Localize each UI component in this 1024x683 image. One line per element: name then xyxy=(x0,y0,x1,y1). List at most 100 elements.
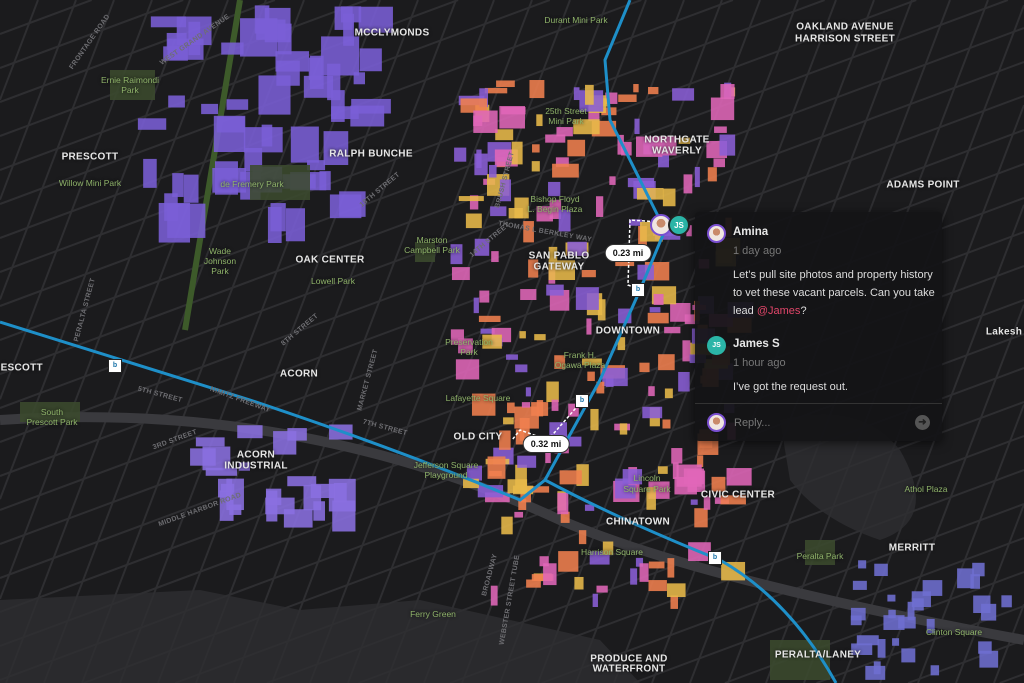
parcel xyxy=(636,136,663,157)
parcel xyxy=(319,171,331,191)
street xyxy=(0,0,77,201)
parcel xyxy=(489,164,497,178)
parcel xyxy=(332,500,356,532)
parcel xyxy=(648,86,659,95)
parcel xyxy=(229,504,242,515)
parcel xyxy=(495,129,514,141)
distance-badge: 0.32 mi xyxy=(522,435,570,453)
parcel xyxy=(574,576,584,590)
parcel xyxy=(978,641,992,654)
parcel xyxy=(609,176,616,185)
parcel xyxy=(358,6,393,33)
street xyxy=(0,0,642,239)
parcel xyxy=(353,72,365,85)
parcel xyxy=(496,80,515,88)
parcel xyxy=(560,436,582,447)
parcel xyxy=(511,141,523,165)
parcel xyxy=(213,115,246,153)
parcel xyxy=(567,241,587,256)
parcel xyxy=(469,195,479,210)
street xyxy=(993,603,1024,683)
reply-input[interactable] xyxy=(734,416,915,429)
park-area xyxy=(805,540,835,565)
parcel xyxy=(979,650,999,668)
parcel xyxy=(672,88,695,101)
parcel xyxy=(922,580,943,596)
parcel xyxy=(586,318,592,335)
parcel xyxy=(202,446,231,471)
parcel xyxy=(454,147,467,162)
parcel xyxy=(546,381,559,403)
parcel xyxy=(622,469,643,485)
parcel xyxy=(617,337,626,351)
freeway xyxy=(0,412,1024,645)
parcel xyxy=(630,568,638,585)
parcel xyxy=(682,340,691,362)
parcel xyxy=(471,393,496,416)
parcel xyxy=(633,84,639,93)
avatar xyxy=(707,224,726,243)
parcel xyxy=(525,387,531,397)
parcel xyxy=(658,148,669,168)
parcel xyxy=(531,574,554,581)
parcel xyxy=(150,16,187,28)
parcel xyxy=(523,221,534,243)
street xyxy=(266,401,1024,683)
mention-link[interactable]: @James xyxy=(756,305,801,317)
parcel xyxy=(261,124,273,147)
thread-marker[interactable]: JS xyxy=(650,214,690,236)
parcel xyxy=(532,144,540,153)
bart-station-icon[interactable]: b xyxy=(108,359,122,373)
parcel xyxy=(519,417,530,441)
parcel xyxy=(646,487,656,510)
parcel xyxy=(531,161,540,172)
parcel xyxy=(508,207,523,219)
parcel xyxy=(573,87,580,101)
parcel xyxy=(719,134,736,156)
parcel xyxy=(520,289,537,301)
bart-station-icon[interactable]: b xyxy=(631,283,645,297)
parcel xyxy=(554,355,566,370)
parcel xyxy=(973,595,991,614)
parcel xyxy=(534,334,546,341)
parcel xyxy=(628,219,642,226)
parcel xyxy=(275,51,310,72)
parcel xyxy=(546,284,564,296)
parcel xyxy=(519,331,526,339)
parcel xyxy=(479,88,489,108)
comment-author: James S xyxy=(733,338,780,350)
parcel xyxy=(536,114,543,127)
street xyxy=(81,0,343,683)
street xyxy=(907,639,1024,683)
parcel xyxy=(850,607,866,621)
bart-station-icon[interactable]: b xyxy=(708,551,722,565)
street xyxy=(0,0,153,400)
parcel xyxy=(703,496,711,510)
parcel xyxy=(277,23,292,55)
avatar: JS xyxy=(707,336,726,355)
parcel xyxy=(596,381,605,394)
park-area xyxy=(250,165,310,200)
street xyxy=(0,0,92,35)
arrow-right-icon[interactable]: ➜ xyxy=(915,415,930,430)
parcel xyxy=(473,110,498,133)
parcel xyxy=(480,328,495,334)
parcel xyxy=(287,476,317,487)
parcel xyxy=(556,127,573,137)
street xyxy=(955,504,1024,683)
parcel xyxy=(678,137,691,144)
bart-station-icon[interactable]: b xyxy=(575,394,589,408)
parcel xyxy=(657,466,668,474)
parcel xyxy=(460,98,488,113)
parcel xyxy=(482,334,502,349)
parcel xyxy=(221,42,244,55)
parcel xyxy=(671,448,683,464)
parcel xyxy=(476,149,482,168)
street xyxy=(0,129,1024,511)
parcel xyxy=(642,406,663,419)
parcel xyxy=(555,157,569,167)
parcel xyxy=(907,601,915,621)
parcel xyxy=(240,18,278,57)
parcel xyxy=(639,362,650,373)
